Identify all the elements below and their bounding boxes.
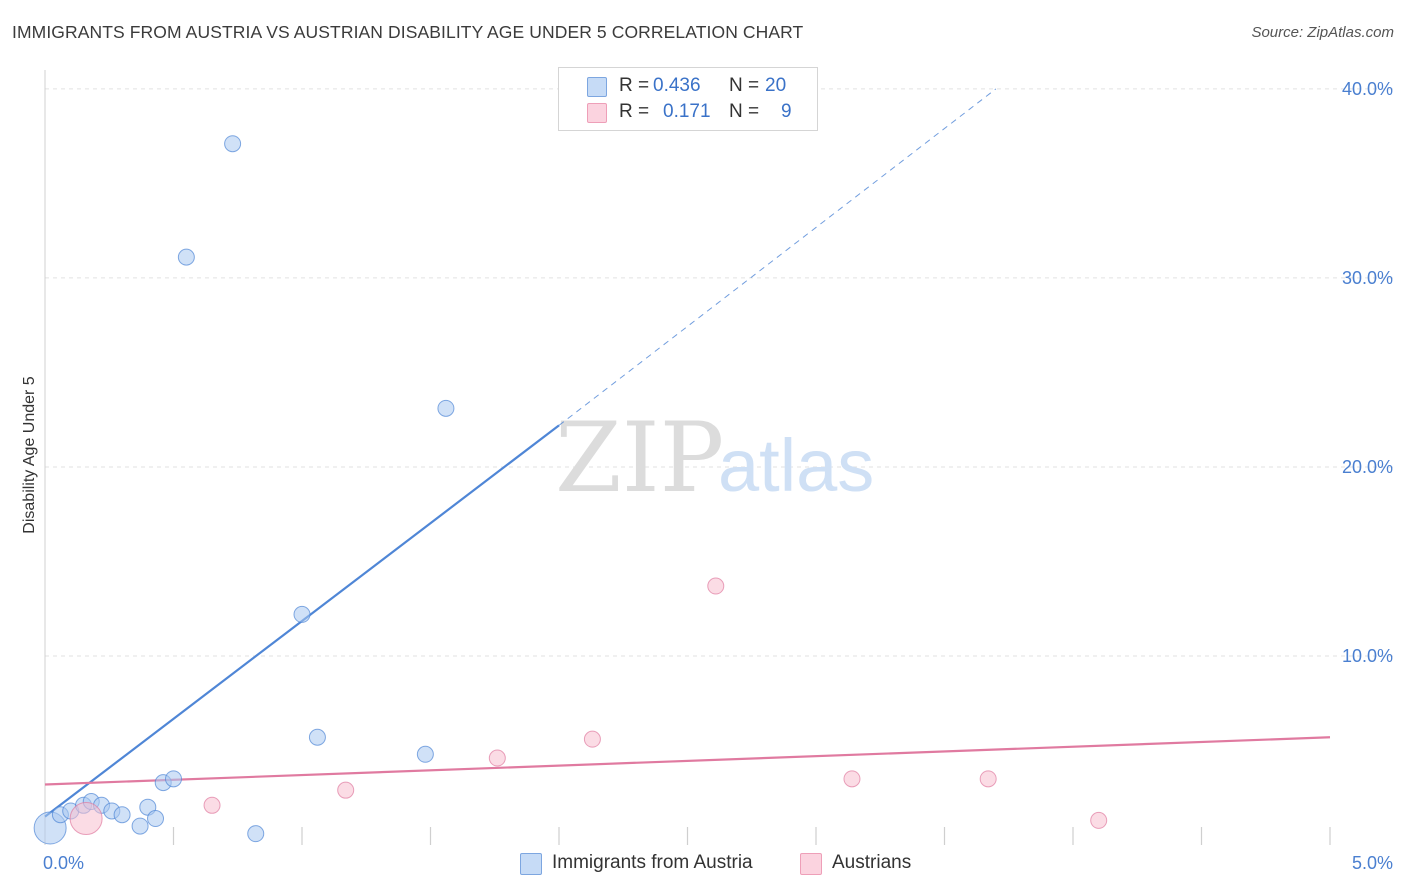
data-point-austrians xyxy=(979,770,997,788)
bottom-legend-label: Immigrants from Austria xyxy=(552,852,753,873)
axes-layer xyxy=(44,70,1331,845)
data-point-immigrants xyxy=(437,399,455,417)
legend-n-value: 9 xyxy=(781,101,792,122)
data-point-immigrants xyxy=(147,810,165,828)
y-axis-label: Disability Age Under 5 xyxy=(21,376,38,534)
legend-r-value: 0.171 xyxy=(663,101,711,122)
data-point-austrians xyxy=(203,796,221,814)
points-layer xyxy=(33,135,1108,845)
x-tick-label: 0.0% xyxy=(43,853,84,873)
legend-r-label: R = xyxy=(619,75,650,96)
legend-r-value: 0.436 xyxy=(653,75,701,96)
data-point-immigrants xyxy=(113,806,131,824)
trend-line-austrians xyxy=(44,736,1331,786)
bottom-legend-swatch-pink xyxy=(800,853,822,875)
data-point-immigrants xyxy=(308,728,326,746)
correlation-legend: R = 0.436 N = 20 R = 0.171 N = 9 xyxy=(558,67,818,131)
watermark: ZIP atlas xyxy=(555,402,874,514)
data-point-austrians xyxy=(843,770,861,788)
legend-n-value: 20 xyxy=(765,75,787,96)
legend-swatch-pink xyxy=(587,103,607,123)
y-tick-label: 40.0% xyxy=(1342,79,1393,99)
y-tick-label: 10.0% xyxy=(1342,646,1393,666)
bottom-legend-swatch-blue xyxy=(520,853,542,875)
y-tick-label: 20.0% xyxy=(1342,457,1393,477)
source-label: Source: ZipAtlas.com xyxy=(1251,24,1394,41)
data-point-austrians xyxy=(707,577,725,595)
watermark-atlas: atlas xyxy=(718,424,874,507)
bottom-legend-label: Austrians xyxy=(832,852,912,873)
data-point-immigrants xyxy=(293,605,311,623)
data-point-immigrants xyxy=(165,770,182,788)
data-point-austrians xyxy=(1090,811,1108,829)
x-tick-label: 5.0% xyxy=(1352,853,1393,873)
data-point-immigrants xyxy=(177,248,195,266)
tick-labels-layer: 10.0% 20.0% 30.0% 40.0% 0.0% 5.0% xyxy=(43,79,1393,873)
y-tick-label: 30.0% xyxy=(1342,268,1393,288)
data-point-immigrants xyxy=(224,135,242,153)
legend-r-label: R = xyxy=(619,101,650,122)
data-point-immigrants xyxy=(131,817,149,835)
legend-swatch-blue xyxy=(587,77,607,97)
data-point-austrians xyxy=(337,781,355,799)
legend-n-label: N = xyxy=(729,101,760,122)
data-point-austrians xyxy=(583,730,601,748)
watermark-zip: ZIP xyxy=(555,402,724,514)
chart-title: IMMIGRANTS FROM AUSTRIA VS AUSTRIAN DISA… xyxy=(12,22,804,42)
grid-layer xyxy=(45,88,1395,657)
data-point-austrians xyxy=(488,749,506,767)
data-point-austrians xyxy=(69,802,103,836)
trend-extension-dashed xyxy=(558,88,997,426)
data-point-immigrants xyxy=(416,745,434,763)
data-point-immigrants xyxy=(247,825,265,843)
legend-n-label: N = xyxy=(729,75,760,96)
